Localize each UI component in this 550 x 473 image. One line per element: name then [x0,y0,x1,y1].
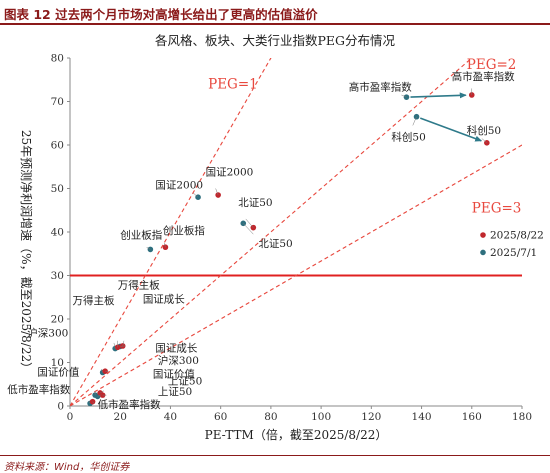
leader-line [100,390,105,394]
peg-line [70,58,272,406]
y-tick-label: 40 [51,227,64,239]
point-label: 沪深300 [27,326,68,339]
peg-line [70,144,522,406]
point-label: 高市盈率指数 [452,70,515,83]
point-label: 上证50 [168,375,202,387]
point-label: 低市盈率指数 [98,398,161,411]
x-tick-label: 60 [214,411,227,423]
leader-line [243,223,254,235]
y-tick-label: 10 [51,357,64,369]
y-tick-label: 30 [51,270,64,282]
x-tick-label: 120 [361,411,381,423]
point-label: 国证价值 [153,368,195,381]
y-tick-label: 70 [51,96,64,108]
footer-rule [0,455,550,456]
y-tick-label: 50 [51,183,64,195]
point-label: 北证50 [238,197,272,209]
x-tick-label: 140 [412,411,432,423]
y-axis-title: 25年预测净利润增速（%，截至2025/8/22） [19,130,33,374]
x-tick-label: 100 [311,411,331,423]
point-label: 创业板指 [163,224,205,237]
leader-line [92,401,95,404]
change-arrow [410,92,467,99]
x-axis-title: PE-TTM（倍，截至2025/8/22） [205,427,388,442]
x-tick-label: 160 [462,411,482,423]
y-tick-label: 20 [51,314,64,326]
point-label: 低市盈率指数 [7,383,70,396]
axes: 0 20 40 60 80 100 120 140 160 180 0 10 20 30 40 50 60 70 8… [19,53,532,443]
point-label: 北证50 [258,238,292,250]
peg-label: PEG=2 [467,57,517,73]
point-label: 国证2000 [155,180,203,192]
y-tick-label: 0 [57,401,64,413]
figure-title: 图表 12 过去两个月市场对高增长给出了更高的估值溢价 [4,7,318,22]
leader-line [122,340,125,347]
data-point-2025-8-22 [102,368,108,375]
chart-title: 各风格、板块、大类行业指数PEG分布情况 [154,33,396,48]
leader-line [245,218,254,228]
leader-line [113,342,116,349]
x-tick-label: 40 [164,411,177,423]
point-label: 国证成长 [155,343,197,355]
point-label: 国证成长 [143,293,185,305]
legend-label: 2025/8/22 [490,230,544,242]
leader-line [215,188,219,196]
legend-marker [480,249,486,256]
y-tick-label: 60 [51,140,64,152]
peg-label: PEG=1 [208,76,258,92]
leader-line [163,242,166,248]
header-rule [0,23,550,25]
data-point-2025-8-22 [99,392,106,398]
leader-line [101,368,103,373]
point-label: 万得主板 [118,279,160,292]
peg-label: PEG=3 [472,200,522,216]
point-label: 上证50 [158,386,192,398]
x-tick-label: 80 [264,411,277,423]
point-label: 国证2000 [206,166,254,178]
data-point-2025-8-22 [114,344,121,351]
change-arrows [410,92,483,142]
source-note: 资料来源：Wind，华创证券 [4,462,130,473]
legend-marker [480,232,486,238]
point-labels: 高市盈率指数高市盈率指数科创50科创50国证2000国证2000北证50北证50… [7,70,515,411]
leader-line [97,394,102,397]
x-tick-label: 20 [114,411,127,423]
x-tick-label: 0 [67,411,74,423]
point-label: 科创50 [467,124,501,137]
point-label: 国证价值 [37,366,79,379]
leader-line [146,247,151,250]
data-point-2025-7-1 [413,113,420,120]
x-tick-label: 180 [512,411,532,423]
peg-labels: PEG=1 PEG=2 PEG=3 [208,57,521,217]
leader-line [481,138,488,144]
y-tick-label: 80 [51,53,64,65]
leader-line [401,94,407,98]
leader-line [88,401,91,404]
peg-lines [70,58,522,406]
figure-header: 图表 12 过去两个月市场对高增长给出了更高的估值溢价 [0,0,550,26]
legend: 2025/8/22 2025/7/1 [480,230,544,259]
point-label: 高市盈率指数 [349,81,412,94]
point-label: 创业板指 [120,229,162,242]
leader-line [412,116,417,126]
change-arrow [420,117,483,142]
peg-line [70,58,473,406]
leader-line [192,192,199,198]
legend-label: 2025/7/1 [490,247,537,259]
point-label: 科创50 [391,131,425,144]
point-label: 万得主板 [73,294,115,307]
point-label: 沪深300 [158,354,199,367]
